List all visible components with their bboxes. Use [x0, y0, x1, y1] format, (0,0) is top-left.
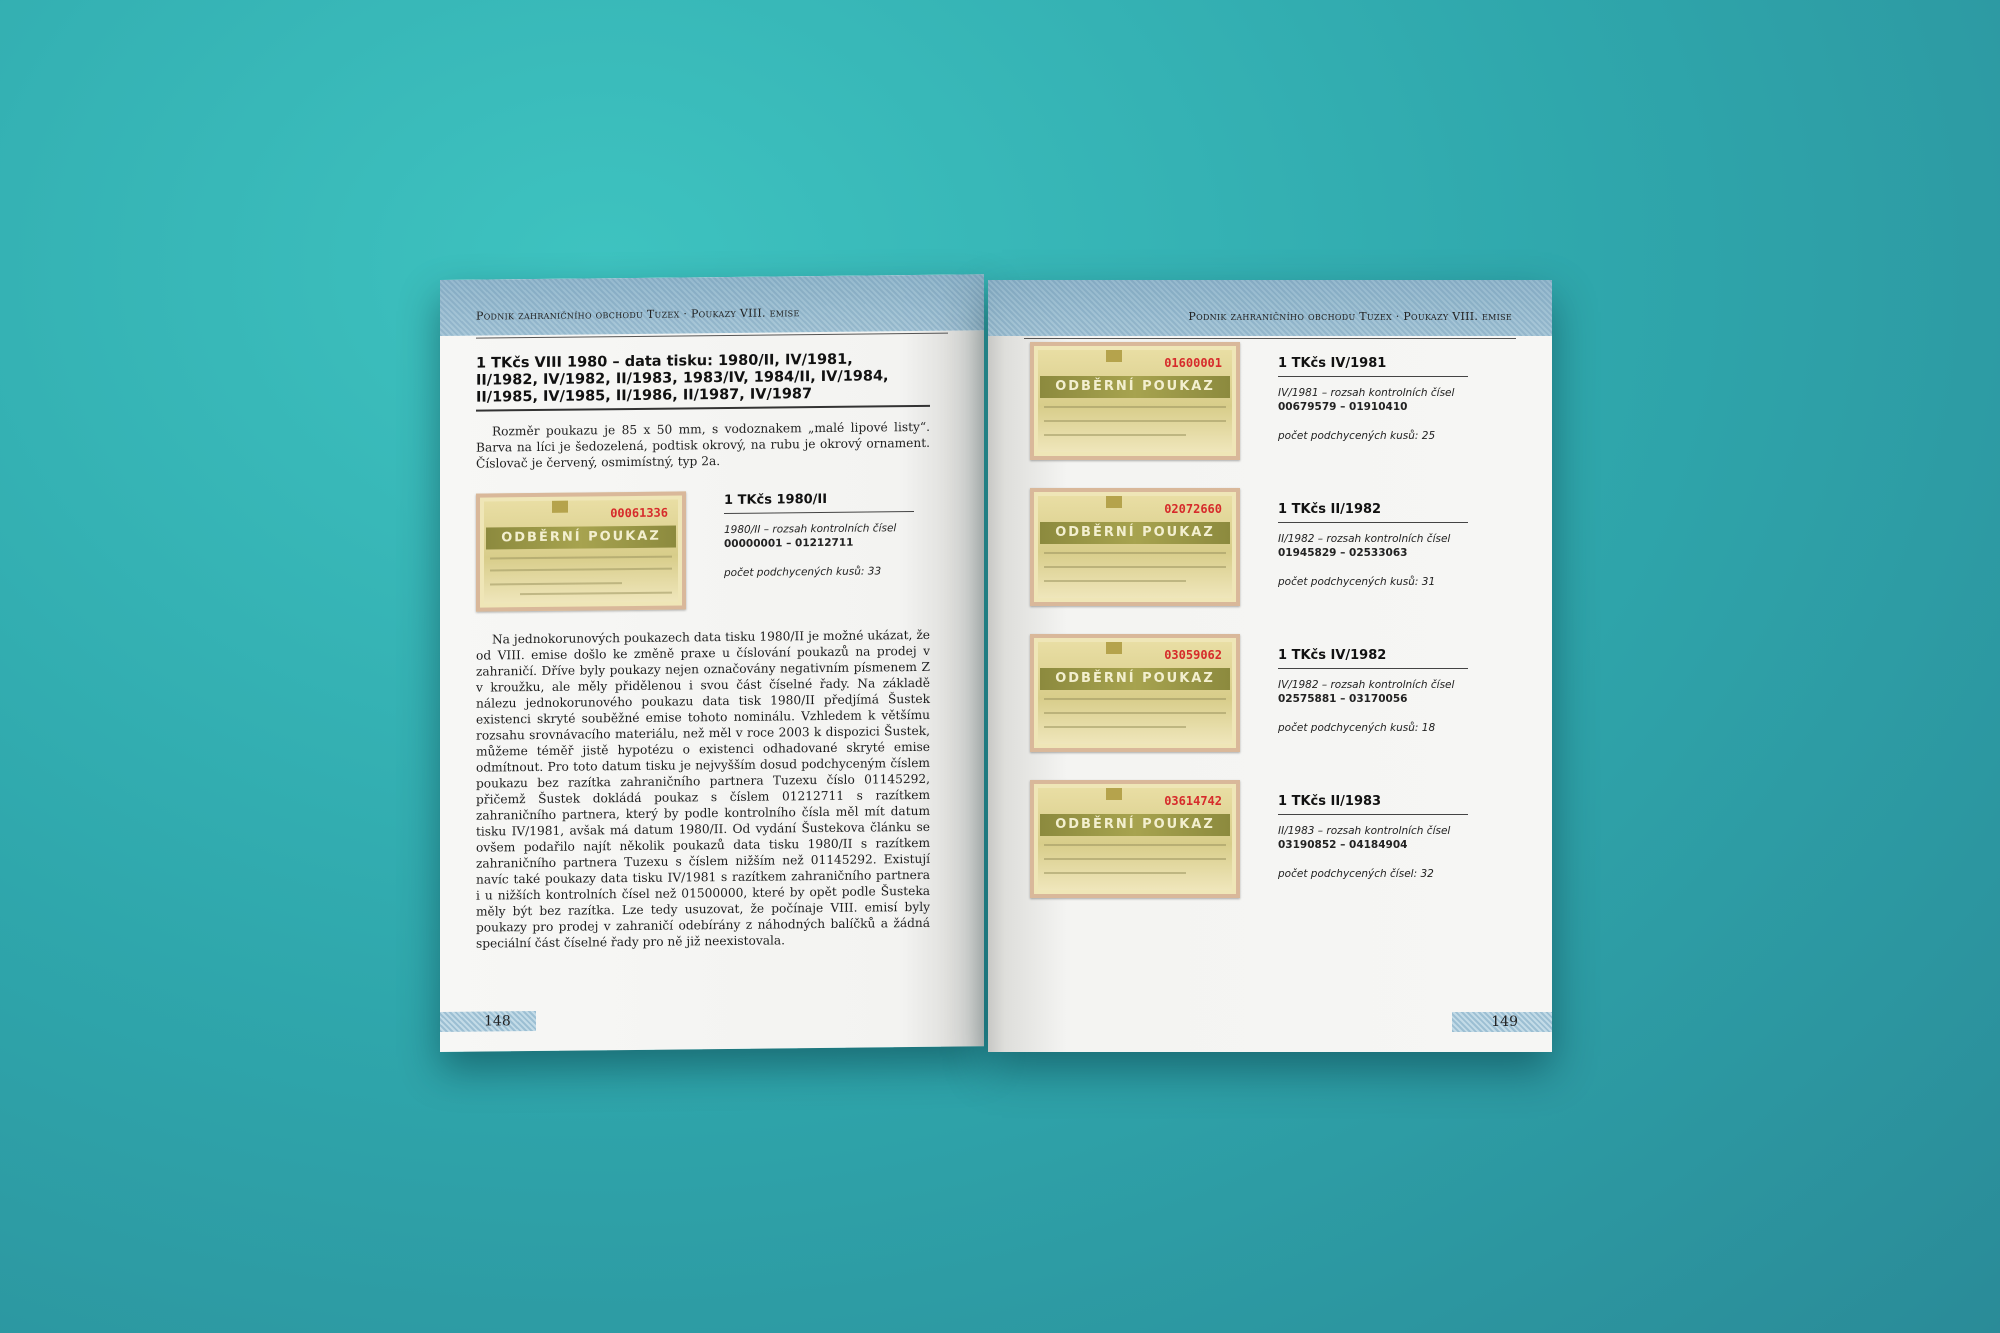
entry-rule [724, 511, 914, 515]
entry-range: IV/1982 – rozsah kontrolních čísel 025758… [1278, 679, 1455, 705]
entry-range: II/1982 – rozsah kontrolních čísel 019458… [1278, 533, 1451, 559]
entry-count: počet podchycených kusů: 25 [1278, 430, 1436, 442]
banknote-image: 03614742 ODBĚRNÍ POUKAZ [1030, 780, 1240, 898]
running-header: Podnik zahraničního obchodu Tuzex · Pouk… [1188, 310, 1512, 323]
entry-count: počet podchycených kusů: 33 [724, 565, 882, 580]
note-serial: 02072660 [1164, 502, 1222, 516]
note-serial: 03614742 [1164, 794, 1222, 808]
entry-rule [1278, 376, 1468, 377]
banknote-image: 03059062 ODBĚRNÍ POUKAZ [1030, 634, 1240, 752]
note-caption: ODBĚRNÍ POUKAZ [1055, 379, 1215, 394]
entry-range: 1980/II – rozsah kontrolních čísel 00000… [724, 522, 897, 551]
entry-count: počet podchycených kusů: 31 [1278, 576, 1436, 588]
entry-title: 1 TKčs IV/1982 [1278, 648, 1387, 663]
banknote-image: 02072660 ODBĚRNÍ POUKAZ [1030, 488, 1240, 606]
banknote-image: 01600001 ODBĚRNÍ POUKAZ [1030, 342, 1240, 460]
entry-rule [1278, 522, 1468, 523]
entry-rule [1278, 814, 1468, 815]
book-spread: Podnik zahraničního obchodu Tuzex · Pouk… [440, 274, 1552, 1052]
footer-band [1452, 1012, 1552, 1032]
page-number: 148 [484, 1013, 511, 1030]
entry-title: 1 TKčs II/1983 [1278, 794, 1382, 809]
note-caption: ODBĚRNÍ POUKAZ [1055, 817, 1215, 832]
page-number: 149 [1491, 1014, 1518, 1030]
note-serial: 03059062 [1164, 648, 1222, 662]
entry-count: počet podchycených kusů: 18 [1278, 722, 1436, 734]
header-band [440, 274, 984, 336]
note-caption: ODBĚRNÍ POUKAZ [1055, 671, 1215, 686]
right-page: Podnik zahraničního obchodu Tuzex · Pouk… [988, 280, 1552, 1052]
entry-count: počet podchycených čísel: 32 [1278, 868, 1434, 880]
entry-title: 1 TKčs IV/1981 [1278, 356, 1387, 371]
note-caption: ODBĚRNÍ POUKAZ [1055, 525, 1215, 540]
header-band [988, 280, 1552, 336]
section-title: 1 TKčs VIII 1980 – data tisku: 1980/II, … [476, 351, 889, 406]
left-page: Podnik zahraničního obchodu Tuzex · Pouk… [440, 274, 984, 1052]
entry-range: II/1983 – rozsah kontrolních čísel 031908… [1278, 825, 1451, 851]
body-paragraph: Na jednokorunových poukazech data tisku … [476, 627, 930, 951]
entry-rule [1278, 668, 1468, 669]
note-serial: 00061336 [610, 505, 668, 521]
note-serial: 01600001 [1164, 356, 1222, 370]
intro-paragraph: Rozměr poukazu je 85 x 50 mm, s vodoznak… [476, 419, 930, 471]
entry-title: 1 TKčs 1980/II [724, 491, 828, 509]
entry-range: IV/1981 – rozsah kontrolních čísel 006795… [1278, 387, 1455, 413]
header-rule [1024, 338, 1516, 339]
entry-title: 1 TKčs II/1982 [1278, 502, 1382, 517]
banknote-image: 00061336 ODBĚRNÍ POUKAZ [476, 491, 686, 612]
note-caption: ODBĚRNÍ POUKAZ [501, 528, 661, 546]
